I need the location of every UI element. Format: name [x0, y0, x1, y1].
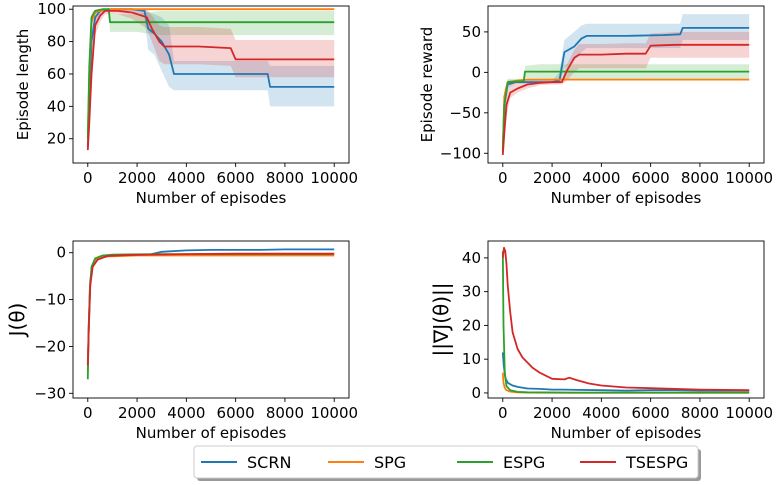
series-line-spg: [501, 78, 750, 150]
plot-area: [86, 8, 335, 154]
y-tick-label: −100: [440, 144, 481, 162]
x-tick-label: 10000: [725, 169, 773, 187]
y-tick-label: 60: [47, 65, 66, 83]
x-tick-label: 0: [83, 404, 93, 422]
subplot-1: 0 2000 4000 6000 8000 10000 20 40 60 80 100 Number …: [14, 0, 358, 207]
legend-label-espg: ESPG: [503, 453, 545, 472]
x-tick-label: 4000: [167, 404, 205, 422]
y-tick-label: 100: [37, 0, 66, 18]
x-tick-label: 0: [498, 404, 508, 422]
x-tick-label: 4000: [582, 169, 620, 187]
series-line-scrn: [86, 248, 335, 366]
series-line-tsespg: [501, 246, 750, 392]
subplot-2: 0 2000 4000 6000 8000 10000 −100 −50 0 50 Number o…: [418, 5, 773, 207]
x-tick-label: 0: [83, 169, 93, 187]
series-line-espg: [86, 8, 335, 139]
x-tick-label: 0: [498, 169, 508, 187]
series-line-tsespg: [501, 43, 750, 155]
x-tick-label: 6000: [632, 169, 670, 187]
legend-label-spg: SPG: [374, 453, 406, 472]
y-tick-label: 0: [56, 244, 66, 262]
series-line-espg: [501, 251, 750, 394]
band-scrn: [87, 9, 335, 152]
series-line-spg: [86, 254, 335, 370]
x-axis-label: Number of episodes: [136, 424, 287, 442]
y-tick-label: 80: [47, 33, 66, 51]
x-tick-label: 4000: [582, 404, 620, 422]
series-line-espg: [86, 253, 335, 380]
y-tick-label: −30: [34, 384, 66, 402]
y-tick-label: 50: [462, 23, 481, 41]
y-tick-label: 30: [462, 283, 481, 301]
series-line-scrn: [86, 8, 335, 147]
x-tick-label: 10000: [310, 169, 358, 187]
band-espg: [502, 64, 750, 154]
band-tsespg: [87, 9, 335, 154]
legend-box: [193, 445, 699, 479]
series-line-espg: [501, 70, 750, 150]
plot-area: [501, 14, 750, 157]
x-tick-label: 8000: [266, 404, 304, 422]
axes-frame: [487, 5, 765, 164]
x-tick-label: 6000: [217, 169, 255, 187]
series-line-scrn: [501, 352, 750, 392]
plot-area: [86, 248, 335, 380]
series-line-tsespg: [86, 252, 335, 366]
x-tick-label: 4000: [167, 169, 205, 187]
series-line-tsespg: [86, 9, 335, 151]
band-scrn: [502, 14, 750, 154]
y-tick-label: −50: [449, 104, 481, 122]
x-axis-label: Number of episodes: [136, 189, 287, 207]
x-tick-label: 8000: [266, 169, 304, 187]
y-tick-label: 0: [471, 384, 481, 402]
band-tsespg: [502, 31, 750, 157]
y-axis-label: Episode length: [14, 29, 32, 141]
band-spg: [502, 78, 750, 152]
x-tick-label: 6000: [217, 404, 255, 422]
subplot-3: 0 2000 4000 6000 8000 10000 −30 −20 −10 0 Number o…: [5, 240, 358, 442]
y-tick-label: 20: [47, 130, 66, 148]
y-tick-label: −10: [34, 291, 66, 309]
y-tick-label: 0: [471, 63, 481, 81]
y-axis-label: J(θ): [5, 303, 29, 339]
x-tick-label: 10000: [725, 404, 773, 422]
x-tick-label: 8000: [681, 404, 719, 422]
y-tick-label: 10: [462, 350, 481, 368]
x-axis-label: Number of episodes: [551, 189, 702, 207]
axes-frame: [487, 240, 765, 399]
plot-area: [501, 246, 750, 394]
x-tick-label: 2000: [118, 169, 156, 187]
legend: SCRN SPG ESPG TSESPG: [193, 445, 701, 481]
y-axis-label: Episode reward: [418, 27, 436, 143]
x-tick-label: 2000: [118, 404, 156, 422]
y-tick-label: −20: [34, 337, 66, 355]
x-tick-label: 8000: [681, 169, 719, 187]
x-tick-label: 2000: [533, 169, 571, 187]
x-tick-label: 2000: [533, 404, 571, 422]
axes-frame: [72, 240, 350, 399]
y-tick-label: 20: [462, 316, 481, 334]
subplot-4: 0 2000 4000 6000 8000 10000 0 10 20 30 40 Number of…: [429, 240, 773, 442]
legend-label-tsespg: TSESPG: [625, 453, 688, 472]
axes-frame: [72, 5, 350, 164]
x-tick-label: 6000: [632, 404, 670, 422]
y-tick-label: 40: [462, 249, 481, 267]
legend-label-scrn: SCRN: [247, 453, 291, 472]
x-tick-label: 10000: [310, 404, 358, 422]
x-axis-label: Number of episodes: [551, 424, 702, 442]
y-axis-label: ||∇J(θ)||: [429, 282, 453, 356]
y-tick-label: 40: [47, 97, 66, 115]
